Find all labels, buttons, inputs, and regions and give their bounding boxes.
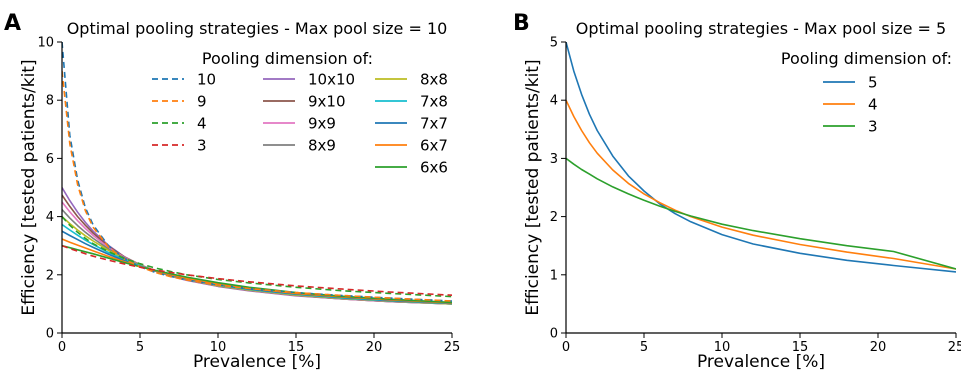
- x-tick-label-a: 20: [366, 340, 383, 355]
- y-tick-label-b: 2: [550, 210, 558, 225]
- legend-title-b: Pooling dimension of:: [781, 49, 952, 68]
- x-tick-label-a: 25: [444, 340, 461, 355]
- y-tick-label-a: 8: [46, 94, 54, 109]
- chart-title-a: Optimal pooling strategies - Max pool si…: [67, 19, 448, 38]
- y-axis-label-a: Efficiency [tested patients/kit]: [19, 59, 39, 315]
- panel-label-a: A: [4, 11, 21, 36]
- x-tick-label-b: 25: [948, 340, 961, 355]
- x-tick-label-b: 0: [562, 340, 570, 355]
- panel-label-b: B: [513, 11, 530, 36]
- x-tick-label-b: 5: [640, 340, 648, 355]
- series-line-a-10x10: [62, 188, 452, 304]
- y-tick-label-b: 5: [550, 36, 558, 51]
- legend-entry-a-4: 4: [197, 115, 207, 133]
- y-tick-label-b: 3: [550, 152, 558, 167]
- legend-title-a: Pooling dimension of:: [202, 49, 373, 68]
- x-tick-label-b: 15: [792, 340, 809, 355]
- legend-entry-a-10x10: 10x10: [308, 71, 355, 89]
- legend-entry-b-4: 4: [868, 96, 878, 114]
- y-tick-label-a: 10: [37, 36, 54, 51]
- y-tick-label-b: 0: [550, 327, 558, 342]
- x-tick-label-a: 10: [210, 340, 227, 355]
- legend-entry-a-7x7: 7x7: [420, 115, 448, 133]
- legend-entry-a-8x9: 8x9: [308, 137, 336, 155]
- y-tick-label-a: 0: [46, 327, 54, 342]
- y-tick-label-a: 4: [46, 210, 54, 225]
- legend-entry-a-9x10: 9x10: [308, 93, 346, 111]
- legend-entry-b-5: 5: [868, 74, 878, 92]
- legend-entry-a-3: 3: [197, 137, 207, 155]
- chart-title-b: Optimal pooling strategies - Max pool si…: [576, 19, 946, 38]
- y-tick-label-a: 2: [46, 268, 54, 283]
- x-tick-label-b: 10: [714, 340, 731, 355]
- series-line-a-4: [62, 217, 452, 297]
- y-tick-label-a: 6: [46, 152, 54, 167]
- series-line-a-9: [62, 71, 452, 301]
- y-axis-label-b: Efficiency [tested patients/kit]: [523, 59, 543, 315]
- series-line-b-4: [566, 100, 956, 269]
- series-line-b-3: [566, 158, 956, 269]
- y-tick-label-b: 4: [550, 94, 558, 109]
- legend-entry-a-9x9: 9x9: [308, 115, 336, 133]
- legend-entry-a-9: 9: [197, 93, 207, 111]
- legend-entry-a-7x8: 7x8: [420, 93, 448, 111]
- x-axis-label-a: Prevalence [%]: [193, 352, 321, 372]
- legend-entry-a-6x7: 6x7: [420, 137, 448, 155]
- x-tick-label-a: 0: [58, 340, 66, 355]
- legend-entry-a-6x6: 6x6: [420, 159, 448, 177]
- x-tick-label-b: 20: [870, 340, 887, 355]
- x-axis-label-b: Prevalence [%]: [697, 352, 825, 372]
- x-tick-label-a: 15: [288, 340, 305, 355]
- legend-entry-a-10: 10: [197, 71, 216, 89]
- legend-entry-a-8x8: 8x8: [420, 71, 448, 89]
- x-tick-label-a: 5: [136, 340, 144, 355]
- series-line-a-6x7: [62, 239, 452, 303]
- legend-entry-b-3: 3: [868, 118, 878, 136]
- y-tick-label-b: 1: [550, 268, 558, 283]
